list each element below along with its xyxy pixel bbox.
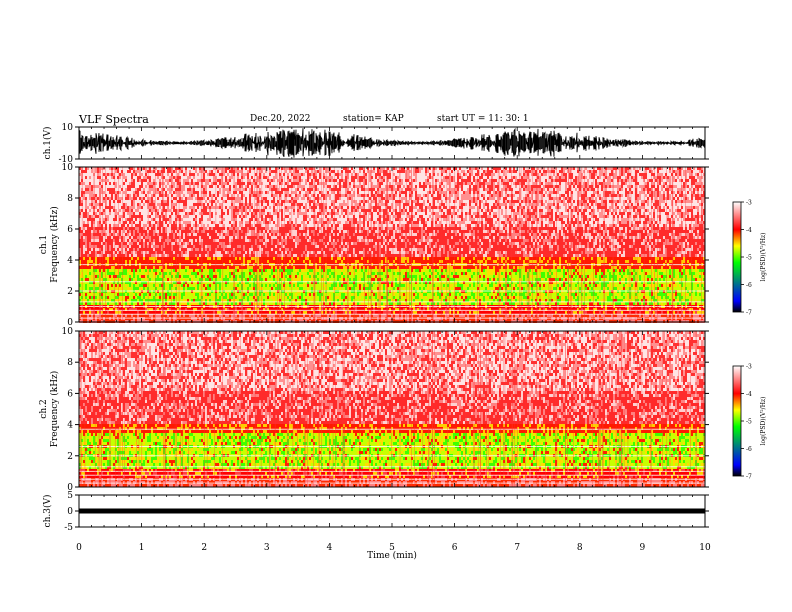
spectrogram-ylabel-frequency: Frequency (kHz) (49, 206, 60, 283)
colorbar-tick-label: -3 (746, 364, 752, 371)
y-tick-label: 8 (67, 194, 73, 204)
y-tick-label: 0 (67, 483, 73, 493)
colorbar-1 (732, 201, 742, 313)
x-tick-label: 7 (514, 543, 520, 553)
colorbar-tick-label: -7 (746, 474, 752, 481)
ch1-waveform-ylabel: ch.1(V) (42, 127, 53, 160)
y-tick-label: 2 (67, 287, 73, 297)
x-tick-label: 9 (640, 543, 646, 553)
y-tick-label: -10 (59, 155, 74, 165)
colorbar-tick-label: -5 (746, 419, 752, 426)
x-tick-label: 4 (327, 543, 333, 553)
x-tick-label: 0 (76, 543, 82, 553)
y-tick-label: 4 (67, 256, 73, 266)
colorbar-tick-label: -7 (746, 310, 752, 317)
y-tick-label: 5 (67, 491, 73, 501)
y-tick-label: 10 (62, 123, 74, 133)
y-tick-label: 10 (62, 163, 74, 173)
y-tick-label: 6 (67, 225, 73, 235)
waveform-trace (79, 508, 705, 514)
x-tick-label: 5 (389, 543, 395, 553)
colorbar-tick-label: -4 (746, 227, 752, 234)
x-tick-label: 6 (452, 543, 458, 553)
spectrogram-ylabel-channel: ch.2 (39, 399, 49, 418)
station-label: station= KAP (343, 114, 404, 124)
spectrogram-2 (79, 331, 705, 487)
y-tick-label: 8 (67, 358, 73, 368)
x-tick-label: 8 (577, 543, 583, 553)
y-tick-label: 2 (67, 452, 73, 462)
spectrogram-1 (79, 167, 705, 323)
colorbar-tick-label: -3 (746, 200, 752, 207)
y-tick-label: 10 (62, 327, 74, 337)
y-tick-label: 4 (67, 421, 73, 431)
waveform-trace (78, 127, 706, 158)
spectrogram-ylabel-channel: ch.1 (39, 235, 49, 254)
colorbar-tick-label: -6 (746, 446, 752, 453)
waveform-0 (78, 127, 706, 158)
colorbar-tick-label: -6 (746, 282, 752, 289)
date-label: Dec.20, 2022 (250, 114, 311, 124)
spectrogram-ylabel-frequency: Frequency (kHz) (49, 371, 60, 448)
colorbar-2 (732, 365, 742, 477)
x-tick-label: 10 (699, 543, 711, 553)
colorbar-tick-label: -5 (746, 255, 752, 262)
ch3-waveform-ylabel: ch.3(V) (42, 495, 53, 528)
x-axis-label: Time (min) (367, 550, 417, 561)
y-tick-label: 6 (67, 389, 73, 399)
y-tick-label: 0 (67, 318, 73, 328)
colorbar-label: log(PSD)(V²/Hz) (760, 233, 767, 282)
y-tick-label: 0 (67, 507, 73, 517)
x-tick-label: 1 (139, 543, 145, 553)
start-time-label: start UT = 11: 30: 1 (437, 114, 529, 124)
x-tick-label: 2 (201, 543, 207, 553)
colorbar-label: log(PSD)(V²/Hz) (760, 397, 767, 446)
y-tick-label: -5 (64, 523, 73, 533)
waveform-3 (79, 508, 705, 514)
colorbar-tick-label: -4 (746, 391, 752, 398)
x-tick-label: 3 (264, 543, 270, 553)
chart-title: VLF Spectra (79, 113, 149, 126)
